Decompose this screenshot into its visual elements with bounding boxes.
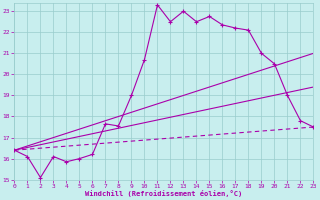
X-axis label: Windchill (Refroidissement éolien,°C): Windchill (Refroidissement éolien,°C) — [85, 190, 243, 197]
